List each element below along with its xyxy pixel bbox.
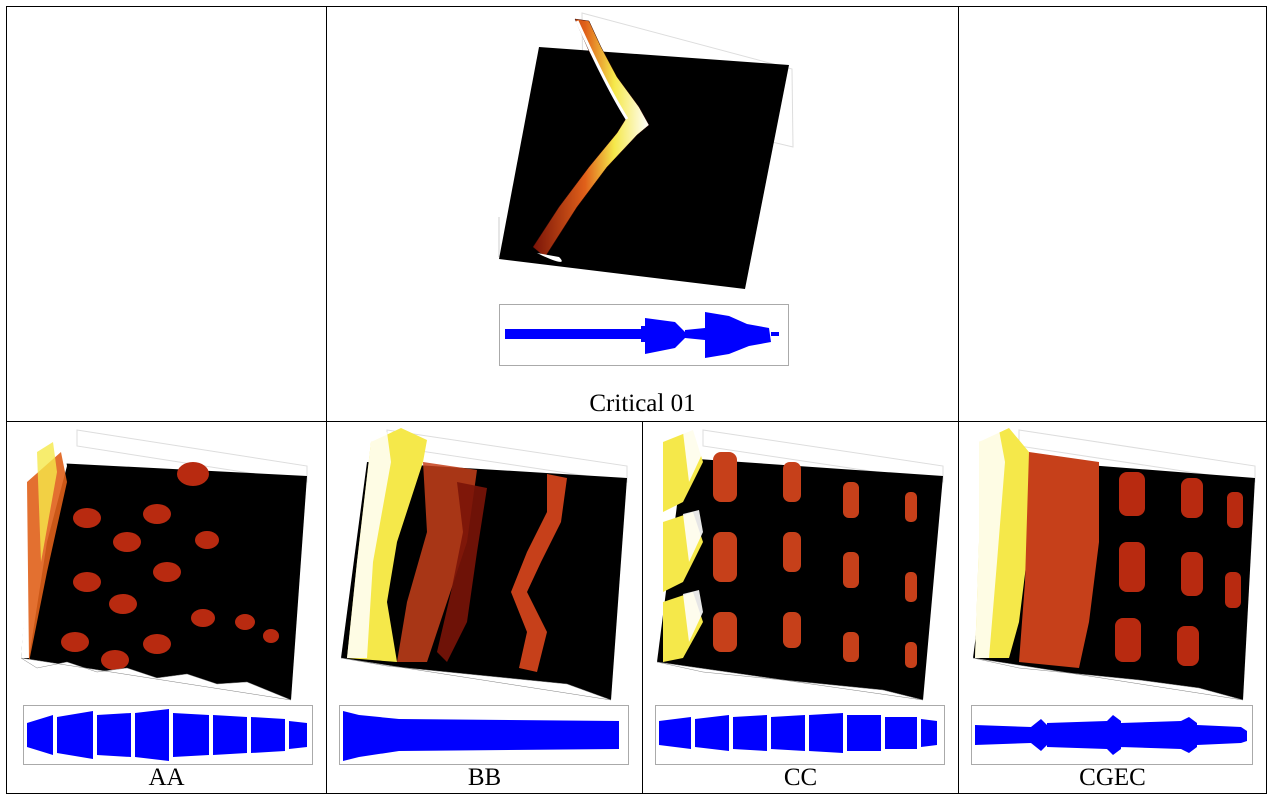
- bb-caption: BB: [467, 764, 502, 791]
- empty-cell-left: [6, 6, 327, 422]
- empty-cell-right: [958, 6, 1267, 422]
- cgec-surface-plot: [972, 428, 1256, 701]
- critical-01-surface-plot: [498, 12, 794, 289]
- cc-surface-plot: [656, 428, 944, 701]
- aa-waveform: [23, 705, 313, 765]
- bb-waveform: [339, 705, 629, 765]
- aa-panel: AA: [6, 421, 327, 794]
- aa-caption: AA: [148, 764, 185, 791]
- surface-floor: [499, 47, 789, 289]
- bb-surface-plot: [340, 428, 628, 701]
- cc-caption: CC: [783, 764, 818, 791]
- aa-surface-plot: [20, 426, 308, 701]
- critical-01-waveform: [499, 304, 789, 366]
- cgec-caption: CGEC: [1079, 764, 1146, 791]
- cc-waveform: [655, 705, 945, 765]
- critical-01-caption: Critical 01: [589, 390, 696, 417]
- cgec-panel: CGEC: [958, 421, 1267, 794]
- surface-ridge: [532, 18, 650, 258]
- bb-panel: BB: [326, 421, 643, 794]
- cgec-waveform: [971, 705, 1253, 765]
- cc-panel: CC: [642, 421, 959, 794]
- critical-01-panel: Critical 01: [326, 6, 959, 422]
